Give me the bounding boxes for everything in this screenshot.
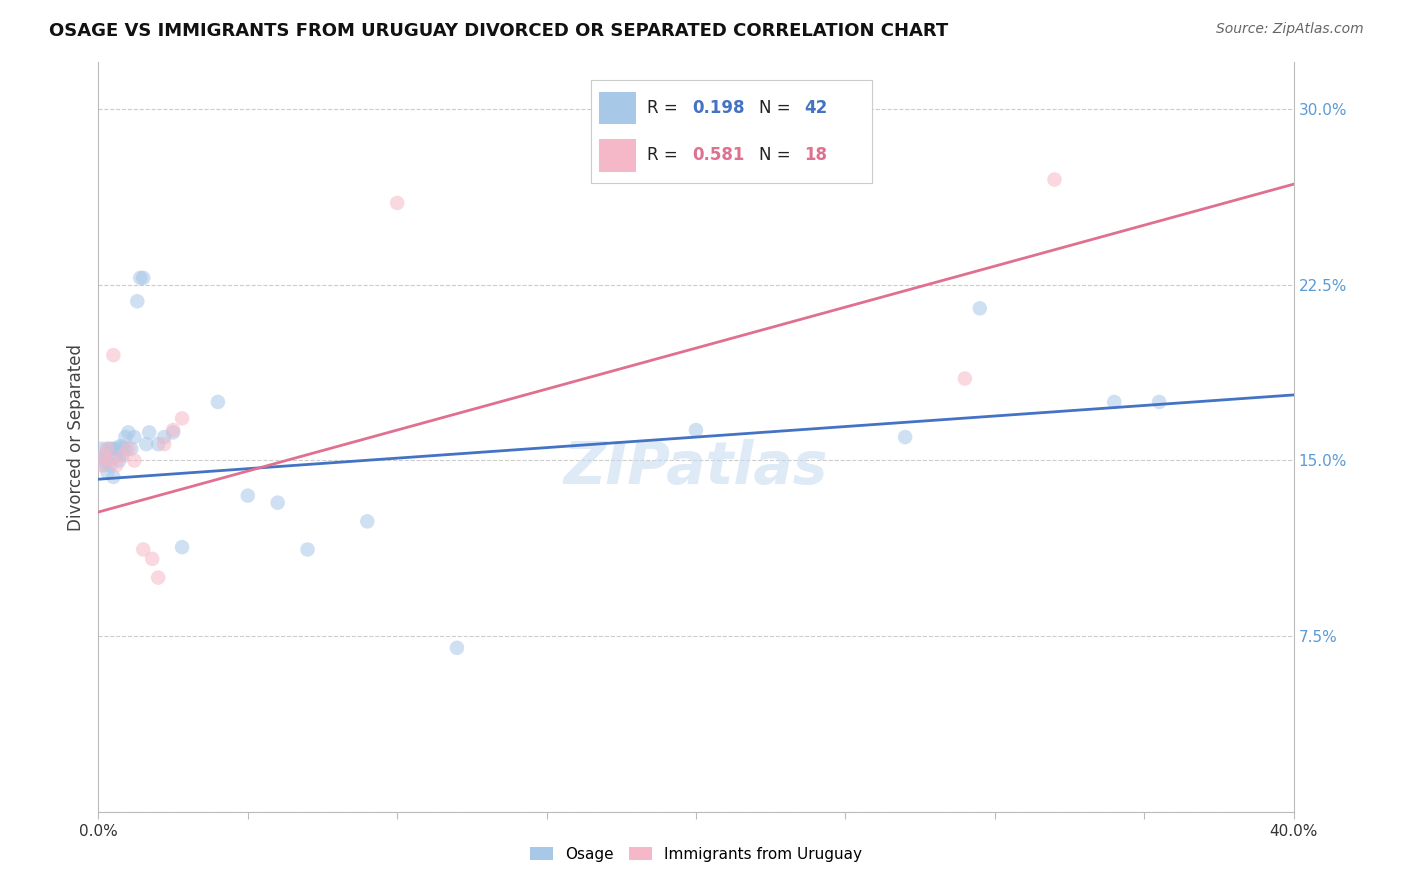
Point: [93, 449, 115, 463]
Point: [98, 442, 122, 456]
Point: [148, 437, 170, 451]
Point: [111, 449, 134, 463]
Text: Source: ZipAtlas.com: Source: ZipAtlas.com: [1216, 22, 1364, 37]
Text: ZIPatlas: ZIPatlas: [564, 439, 828, 496]
Point: [153, 430, 176, 444]
Point: [1147, 395, 1170, 409]
Point: [114, 430, 136, 444]
Point: [93, 449, 115, 463]
Point: [90, 442, 112, 456]
Point: [111, 440, 134, 453]
Text: N =: N =: [759, 99, 796, 117]
Text: 0.198: 0.198: [692, 99, 744, 117]
Point: [135, 437, 157, 451]
Point: [207, 395, 229, 409]
Point: [105, 458, 128, 473]
Bar: [599, 92, 636, 124]
Point: [162, 423, 184, 437]
Point: [111, 446, 134, 460]
Point: [117, 425, 139, 440]
Point: [297, 542, 319, 557]
Point: [120, 442, 142, 456]
Point: [90, 458, 112, 473]
Point: [108, 440, 131, 453]
Point: [953, 371, 976, 385]
Point: [132, 542, 155, 557]
Point: [105, 442, 128, 456]
Point: [103, 348, 125, 362]
Point: [172, 411, 194, 425]
Point: [172, 540, 194, 554]
Text: 18: 18: [804, 146, 827, 164]
Point: [96, 442, 118, 456]
Y-axis label: Divorced or Separated: Divorced or Separated: [67, 343, 86, 531]
Bar: [599, 139, 636, 171]
Point: [127, 294, 149, 309]
Text: 0.581: 0.581: [692, 146, 744, 164]
Point: [114, 442, 136, 456]
Point: [1043, 172, 1066, 186]
Point: [969, 301, 991, 316]
Point: [141, 551, 163, 566]
Point: [1104, 395, 1126, 409]
Legend: Osage, Immigrants from Uruguay: Osage, Immigrants from Uruguay: [524, 840, 868, 868]
Point: [96, 442, 118, 456]
Point: [96, 465, 118, 479]
Point: [124, 453, 146, 467]
Point: [356, 514, 378, 528]
Point: [117, 442, 139, 456]
Point: [162, 425, 184, 440]
Point: [894, 430, 917, 444]
Point: [93, 458, 115, 473]
Point: [132, 271, 155, 285]
Point: [124, 430, 146, 444]
Text: 42: 42: [804, 99, 828, 117]
Point: [98, 453, 122, 467]
Point: [105, 449, 128, 463]
Point: [153, 437, 176, 451]
Point: [98, 458, 122, 473]
Point: [103, 442, 125, 456]
Text: R =: R =: [647, 99, 683, 117]
Point: [267, 495, 290, 509]
Point: [90, 453, 112, 467]
Point: [446, 640, 468, 655]
Point: [236, 489, 259, 503]
Point: [129, 271, 152, 285]
Point: [103, 470, 125, 484]
Text: R =: R =: [647, 146, 683, 164]
Point: [385, 195, 409, 210]
Point: [138, 425, 160, 440]
Point: [685, 423, 707, 437]
Point: [148, 571, 170, 585]
Point: [96, 453, 118, 467]
Text: OSAGE VS IMMIGRANTS FROM URUGUAY DIVORCED OR SEPARATED CORRELATION CHART: OSAGE VS IMMIGRANTS FROM URUGUAY DIVORCE…: [49, 22, 949, 40]
Point: [108, 453, 131, 467]
Text: N =: N =: [759, 146, 796, 164]
